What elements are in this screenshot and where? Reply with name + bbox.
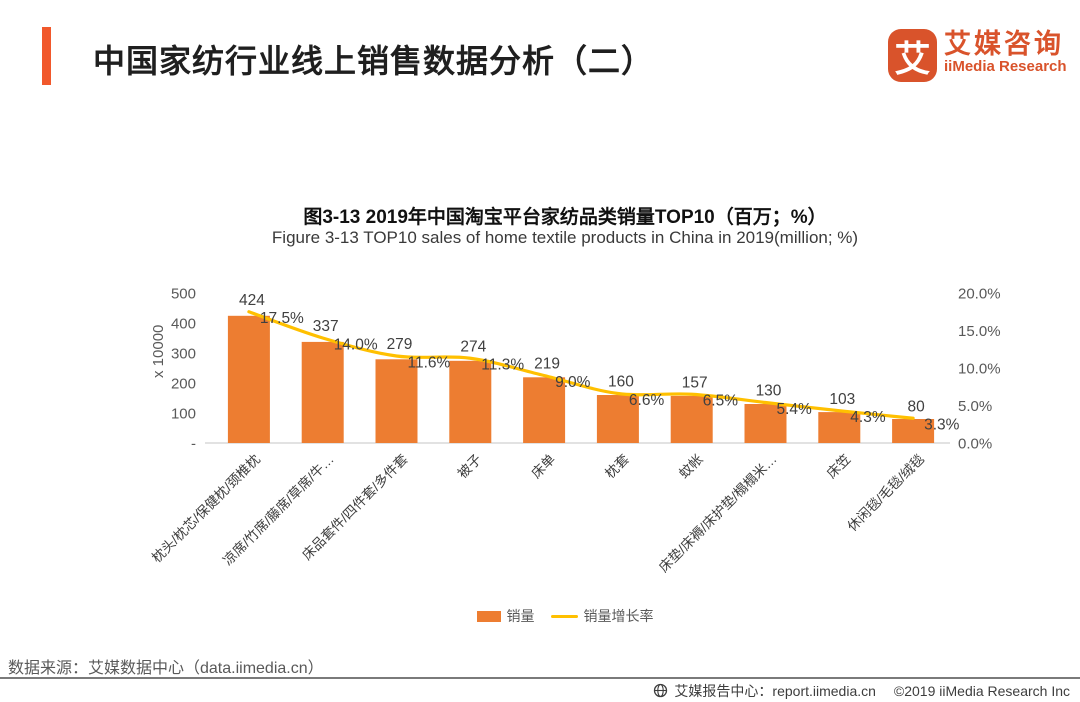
bar-2 xyxy=(301,341,344,443)
bar-value-label: 80 xyxy=(907,398,925,415)
logo-text: 艾媒咨询 iiMedia Research xyxy=(944,29,1067,75)
growth-rate-label: 3.3% xyxy=(924,417,960,434)
left-axis-tick: 200 xyxy=(171,375,196,392)
logo-name-cn: 艾媒咨询 xyxy=(944,29,1064,59)
growth-rate-label: 6.6% xyxy=(629,392,665,409)
growth-rate-label: 9.0% xyxy=(555,374,591,391)
bar-6 xyxy=(596,395,639,443)
bar-9 xyxy=(818,412,861,443)
bar-value-label: 157 xyxy=(682,374,708,391)
growth-rate-label: 5.4% xyxy=(777,401,813,418)
left-axis-tick: 100 xyxy=(171,405,196,422)
legend-label-growth: 销量增长率 xyxy=(583,608,654,624)
bar-value-labels: 424 337 279 274 219 160 157 130 103 80 xyxy=(239,292,925,416)
growth-rate-label: 17.5% xyxy=(260,310,304,327)
bar-value-label: 160 xyxy=(608,374,634,391)
figure-title-cn: 图3-13 2019年中国淘宝平台家纺品类销量TOP10（百万；%） xyxy=(303,207,827,228)
x-axis-labels: 枕头/枕芯/保健枕/颈椎枕凉席/竹席/藤席/草席/牛…床品套件/四件套/多件套被… xyxy=(149,450,928,575)
chart-legend: 销量 销量增长率 xyxy=(0,606,1080,626)
left-axis-tick: 500 xyxy=(171,285,196,302)
growth-rate-label: 11.6% xyxy=(408,354,451,371)
legend-bar-swatch xyxy=(476,610,501,622)
header-accent-bar xyxy=(42,27,51,85)
bar-value-label: 337 xyxy=(313,318,339,335)
x-axis-label: 被子 xyxy=(455,452,485,482)
legend-item-growth: 销量增长率 xyxy=(550,606,654,626)
figure-title-en: Figure 3-13 TOP10 sales of home textile … xyxy=(271,228,859,247)
bar-value-label: 103 xyxy=(829,391,855,408)
right-axis-tick: 15.0% xyxy=(958,323,1001,340)
right-axis-tick: 0.0% xyxy=(958,435,992,452)
left-axis-tick: 400 xyxy=(171,315,196,332)
bar-value-label: 274 xyxy=(460,338,486,355)
y-axis-unit-label: x 10000 xyxy=(150,324,167,378)
x-axis-label: 枕套 xyxy=(602,451,632,481)
legend-line-swatch xyxy=(550,614,578,618)
legend-item-sales: 销量 xyxy=(476,606,535,626)
bar-value-label: 279 xyxy=(387,336,413,353)
bottom-bar: 艾媒报告中心：report.iimedia.cn ©2019 iiMedia R… xyxy=(0,679,1080,702)
data-source-note: 数据来源：艾媒数据中心（data.iimedia.cn） xyxy=(8,660,324,677)
bar-1 xyxy=(227,315,270,443)
x-axis-label: 床笠 xyxy=(824,452,854,482)
bar-5 xyxy=(523,377,566,443)
left-axis-tick: 300 xyxy=(171,345,196,362)
bar-4 xyxy=(449,360,492,443)
copyright-text: ©2019 iiMedia Research Inc xyxy=(893,682,1070,699)
footer-divider xyxy=(0,677,1080,679)
growth-rate-labels: 17.5% 14.0% 11.6% 11.3% 9.0% 6.6% 6.5% 5.4% 4.3%… xyxy=(260,310,960,434)
bar-10 xyxy=(892,419,935,443)
growth-rate-label: 6.5% xyxy=(703,393,739,410)
x-axis-label: 休闲毯/毛毯/绒毯 xyxy=(844,451,927,534)
page-title: 中国家纺行业线上销售数据分析（二） xyxy=(93,43,655,79)
iimedia-logo: 艾 艾媒咨询 iiMedia Research xyxy=(888,29,1067,82)
x-axis-label: 床垫/床褥/床护垫/榻榻米… xyxy=(656,452,780,576)
growth-rate-label: 11.3% xyxy=(481,357,524,374)
right-axis-tick: 20.0% xyxy=(958,285,1001,302)
bar-3 xyxy=(375,359,418,443)
right-axis-ticks: 20.0% 15.0% 10.0% 5.0% 0.0% xyxy=(958,285,1001,452)
growth-rate-label: 14.0% xyxy=(334,336,378,353)
sales-bars xyxy=(227,315,935,443)
iimedia-logo-icon: 艾 xyxy=(888,29,937,82)
x-axis-label: 蚊帐 xyxy=(676,451,706,481)
legend-label-sales: 销量 xyxy=(506,608,535,624)
logo-name-en: iiMedia Research xyxy=(944,58,1067,75)
growth-rate-label: 4.3% xyxy=(850,409,886,426)
left-axis-tick: - xyxy=(191,435,196,452)
growth-rate-line xyxy=(247,310,915,420)
bar-7 xyxy=(670,395,713,443)
right-axis-tick: 10.0% xyxy=(958,360,1001,377)
chart-canvas: 500 400 300 200 100 - 20.0% 15.0% 10.0% 5.0% 0.0% 4… xyxy=(149,285,1001,575)
bar-value-label: 424 xyxy=(239,292,265,309)
report-site-text: 艾媒报告中心：report.iimedia.cn xyxy=(674,682,876,699)
x-axis-label: 床单 xyxy=(529,452,559,482)
bar-8 xyxy=(744,404,787,443)
bar-value-label: 130 xyxy=(756,383,782,400)
globe-icon xyxy=(654,683,668,698)
right-axis-tick: 5.0% xyxy=(958,398,992,415)
left-axis-ticks: 500 400 300 200 100 - xyxy=(171,285,196,452)
bar-value-label: 219 xyxy=(534,356,560,373)
